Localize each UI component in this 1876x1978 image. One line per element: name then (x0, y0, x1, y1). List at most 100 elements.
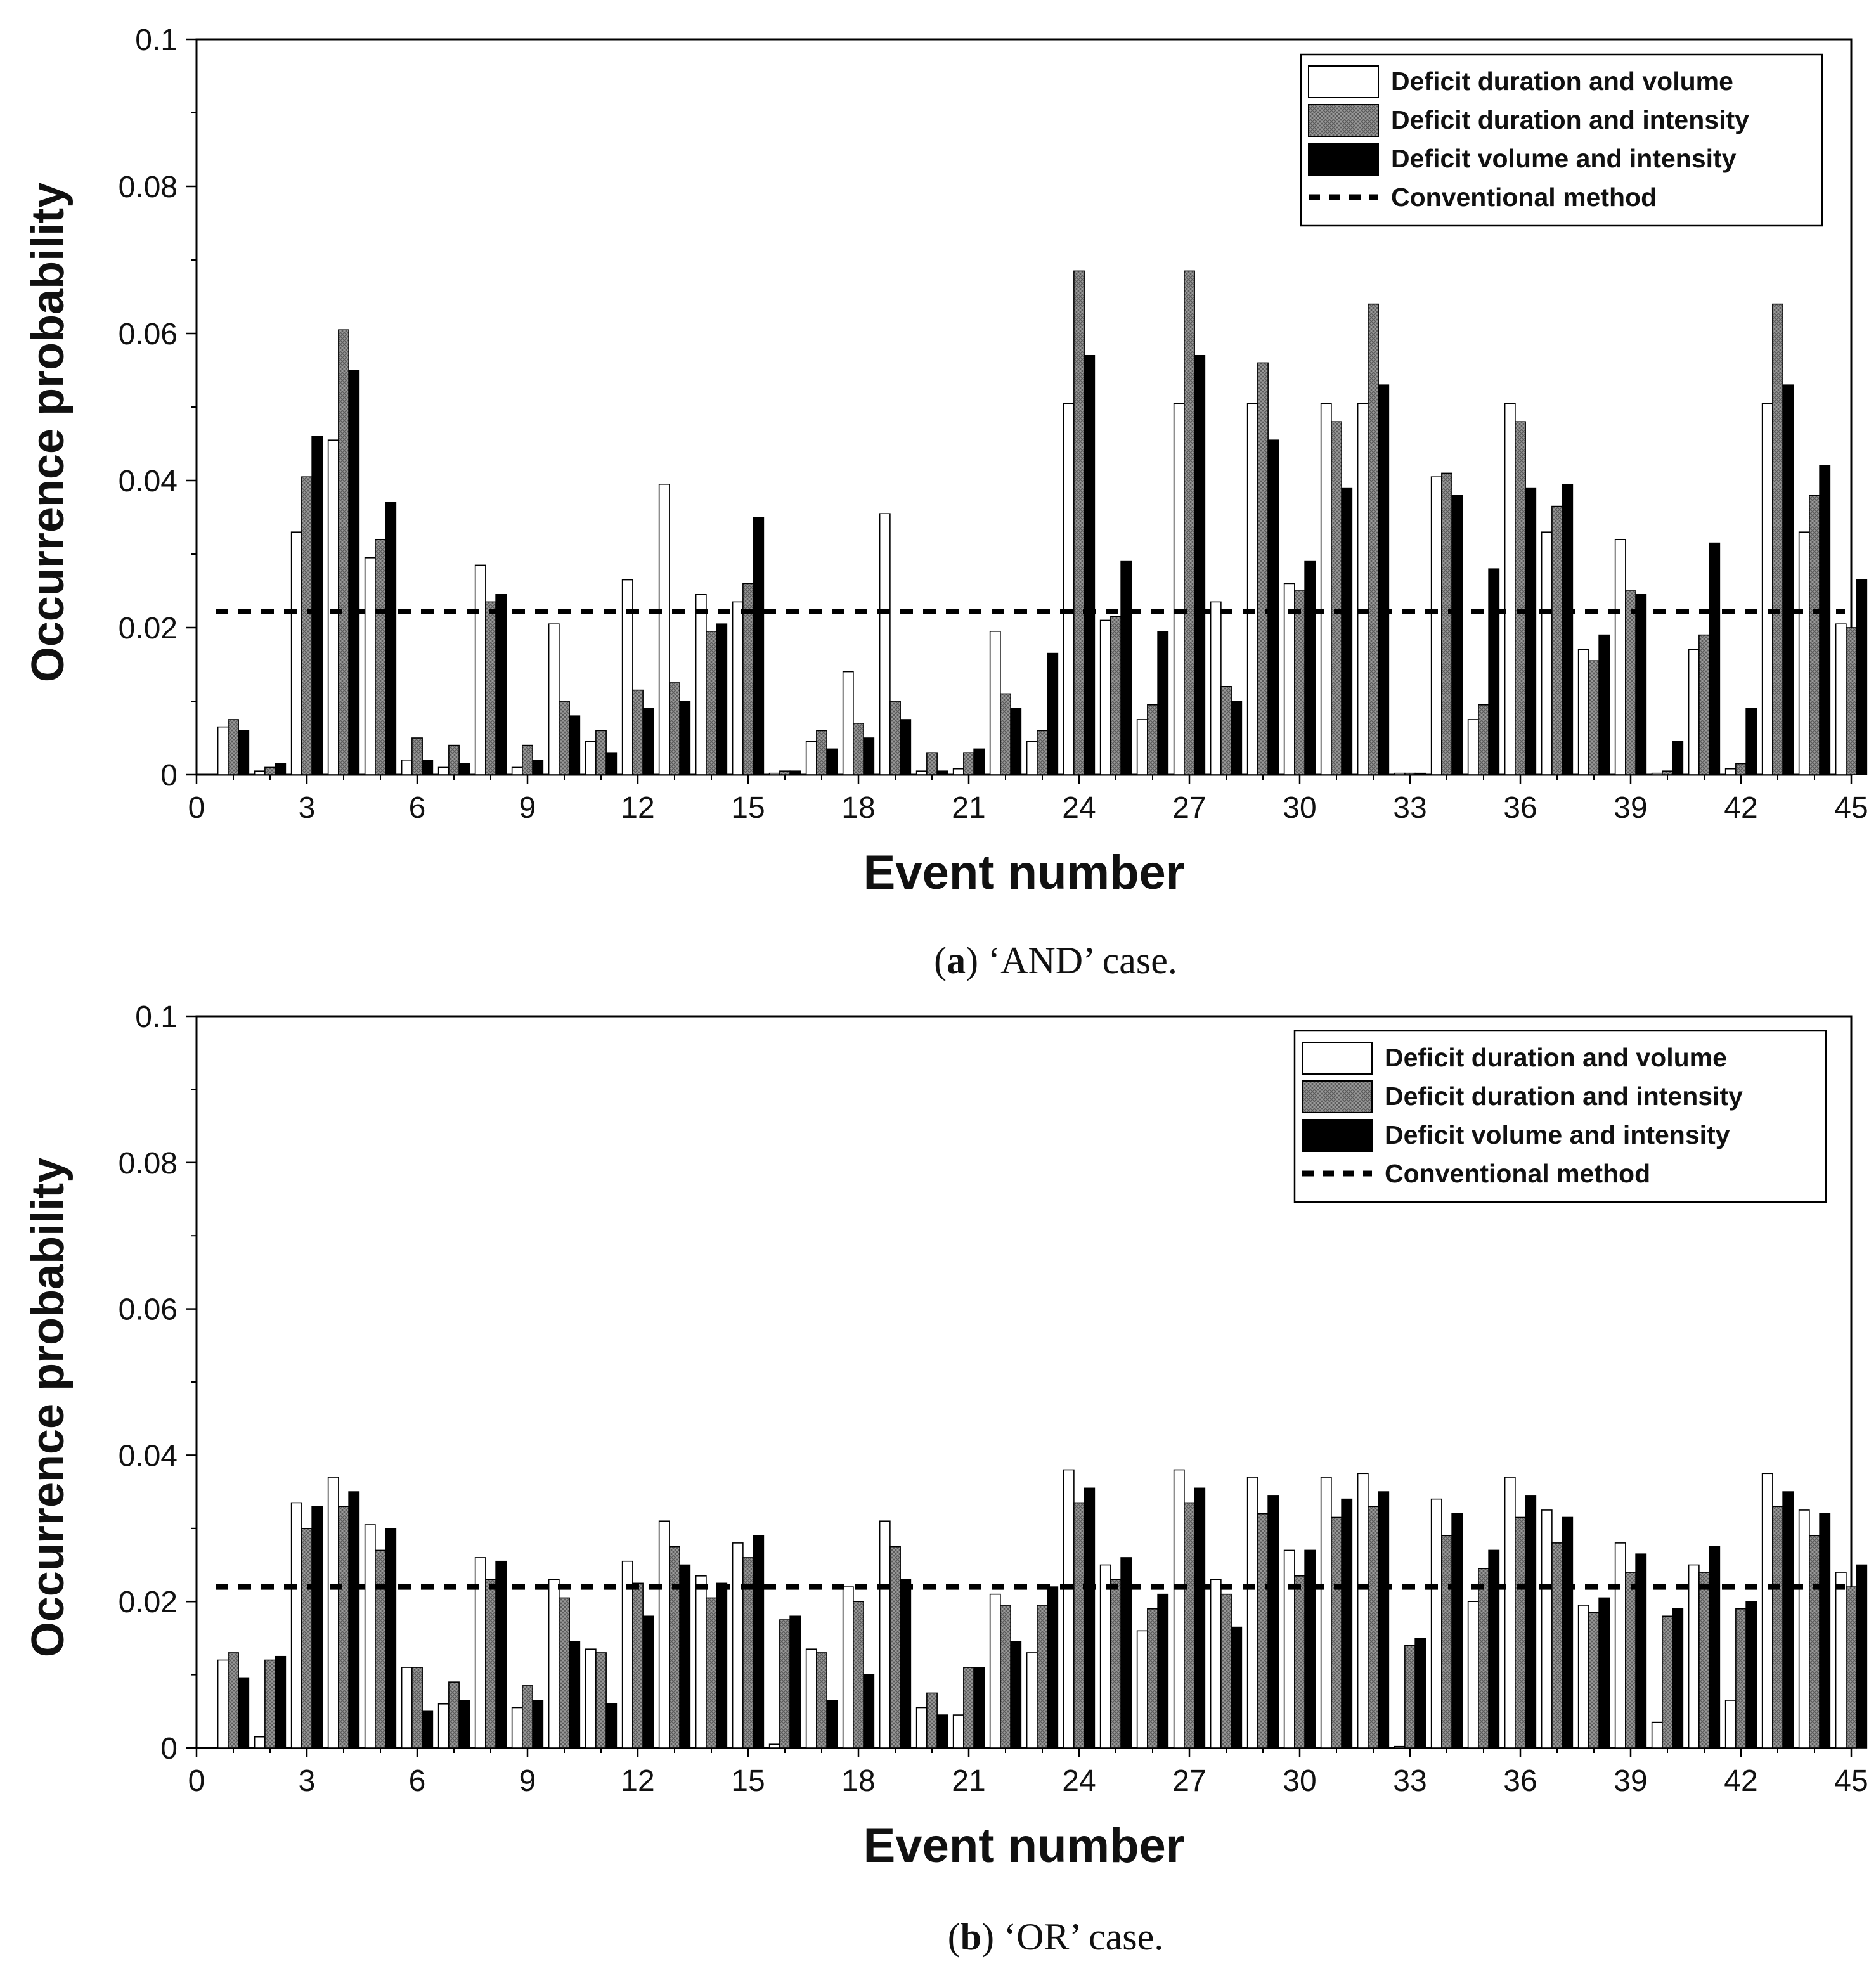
bar-a-s1-e17 (805, 741, 817, 775)
bar-a-s1-e29 (1246, 403, 1258, 775)
bar-b-s1-e18 (842, 1586, 854, 1749)
bar-b-s3-e15 (753, 1535, 765, 1749)
bar-b-s2-e41 (1698, 1572, 1710, 1749)
bar-b-s1-e24 (1063, 1469, 1075, 1749)
legend-swatch-1 (1308, 65, 1379, 98)
bar-a-s2-e20 (926, 752, 938, 775)
bar-b-s3-e24 (1084, 1487, 1096, 1749)
bar-b-s2-e28 (1220, 1593, 1232, 1749)
bar-a-s3-e33 (1414, 772, 1426, 775)
bar-b-s3-e11 (605, 1703, 618, 1749)
bar-a-s3-e44 (1819, 465, 1831, 775)
bar-a-s3-e39 (1635, 593, 1647, 775)
bar-a-s3-e42 (1745, 708, 1757, 775)
bar-a-s1-e35 (1467, 719, 1479, 775)
y-tick-label: 0.06 (119, 1293, 178, 1327)
legend-label-3: Deficit volume and intensity (1391, 144, 1737, 173)
bar-b-s3-e14 (716, 1582, 728, 1749)
bar-a-s2-e39 (1625, 590, 1636, 775)
bar-a-s3-e21 (973, 748, 985, 775)
bar-b-s2-e7 (448, 1681, 460, 1749)
bar-a-s3-e19 (900, 719, 912, 775)
legend-swatch-1 (1302, 1042, 1373, 1075)
bar-a-s3-e12 (642, 708, 654, 775)
bar-a-s3-e41 (1709, 542, 1721, 775)
bar-a-s2-e31 (1331, 421, 1342, 775)
bar-b-s2-e22 (1000, 1605, 1011, 1749)
bar-b-s1-e3 (290, 1502, 302, 1749)
legend-label-1: Deficit duration and volume (1391, 67, 1733, 96)
legend-swatch-2 (1308, 104, 1379, 137)
bar-a-s1-e21 (952, 768, 964, 775)
bar-b-s2-e42 (1735, 1608, 1747, 1749)
bar-a-s2-e13 (669, 682, 680, 775)
bar-a-s2-e40 (1662, 770, 1673, 775)
x-tick-label: 30 (1283, 791, 1316, 825)
bar-a-s3-e43 (1782, 384, 1794, 775)
bar-b-s1-e29 (1246, 1477, 1258, 1749)
bar-a-s3-e14 (716, 623, 728, 775)
y-tick-label: 0.02 (119, 612, 178, 645)
bar-b-s3-e45 (1856, 1564, 1868, 1749)
bar-a-s3-e45 (1856, 579, 1868, 775)
bar-b-s3-e36 (1525, 1495, 1537, 1749)
bar-a-s3-e31 (1341, 487, 1353, 775)
bar-b-s3-e2 (275, 1655, 287, 1749)
bar-a-s2-e24 (1073, 270, 1085, 775)
bar-b-s3-e3 (311, 1506, 323, 1749)
bar-a-s1-e34 (1430, 476, 1442, 775)
bar-b-s1-e13 (658, 1520, 670, 1749)
x-tick-label: 21 (952, 1764, 985, 1798)
bar-a-s1-e19 (879, 513, 891, 775)
legend: Deficit duration and volume Deficit durat… (1293, 1030, 1827, 1203)
bar-b-s1-e40 (1651, 1721, 1663, 1749)
bar-a-s3-e5 (385, 501, 397, 775)
bar-b-s3-e4 (348, 1491, 360, 1749)
bar-a-s3-e15 (753, 517, 765, 775)
bar-b-s2-e44 (1809, 1535, 1820, 1749)
x-tick-label: 21 (952, 791, 985, 825)
bar-a-s2-e22 (1000, 693, 1011, 775)
bar-b-s2-e31 (1331, 1516, 1342, 1749)
caption-paren: ) (981, 1916, 1004, 1958)
bar-b-s2-e1 (228, 1652, 239, 1749)
bar-b-s1-e44 (1798, 1509, 1810, 1749)
bar-b-s2-e23 (1037, 1605, 1048, 1749)
bar-a-s1-e4 (327, 439, 339, 775)
bar-a-s3-e27 (1194, 354, 1206, 775)
bar-a-s2-e27 (1184, 270, 1195, 775)
y-tick-label: 0.02 (119, 1586, 178, 1619)
bar-b-s1-e25 (1099, 1564, 1111, 1749)
bar-a-s1-e2 (254, 770, 266, 775)
bar-a-s3-e3 (311, 436, 323, 775)
bar-a-s1-e22 (989, 630, 1001, 775)
caption: (a) ‘AND’ case. (934, 940, 1177, 981)
bar-a-s1-e1 (217, 726, 229, 775)
bar-a-s1-e12 (621, 579, 633, 775)
bar-b-s2-e16 (779, 1619, 791, 1749)
bar-b-s3-e25 (1120, 1557, 1132, 1749)
bar-b-s3-e33 (1414, 1638, 1426, 1749)
bar-a-s3-e11 (605, 752, 618, 775)
x-tick-label: 36 (1503, 791, 1537, 825)
bar-b-s2-e13 (669, 1546, 680, 1749)
bar-a-s1-e5 (364, 557, 376, 775)
bar-a-s1-e42 (1724, 768, 1737, 775)
bar-b-s1-e20 (915, 1707, 928, 1749)
x-tick-label: 18 (841, 1764, 875, 1798)
x-tick-label: 0 (188, 1764, 205, 1798)
bar-b-s3-e17 (826, 1700, 838, 1749)
bar-a-s1-e6 (401, 760, 413, 775)
bar-a-s3-e26 (1157, 630, 1169, 775)
bar-a-s2-e4 (338, 329, 349, 775)
bar-b-s2-e43 (1772, 1506, 1783, 1749)
bar-a-s3-e40 (1672, 741, 1684, 775)
bar-b-s3-e35 (1488, 1549, 1500, 1749)
x-tick-label: 33 (1393, 1764, 1426, 1798)
bar-b-s2-e19 (889, 1546, 901, 1749)
bar-a-s3-e2 (275, 763, 287, 775)
bar-b-s3-e6 (422, 1710, 434, 1749)
x-tick-label: 42 (1724, 1764, 1757, 1798)
bar-b-s2-e36 (1515, 1516, 1526, 1749)
bar-b-s3-e42 (1745, 1601, 1757, 1749)
